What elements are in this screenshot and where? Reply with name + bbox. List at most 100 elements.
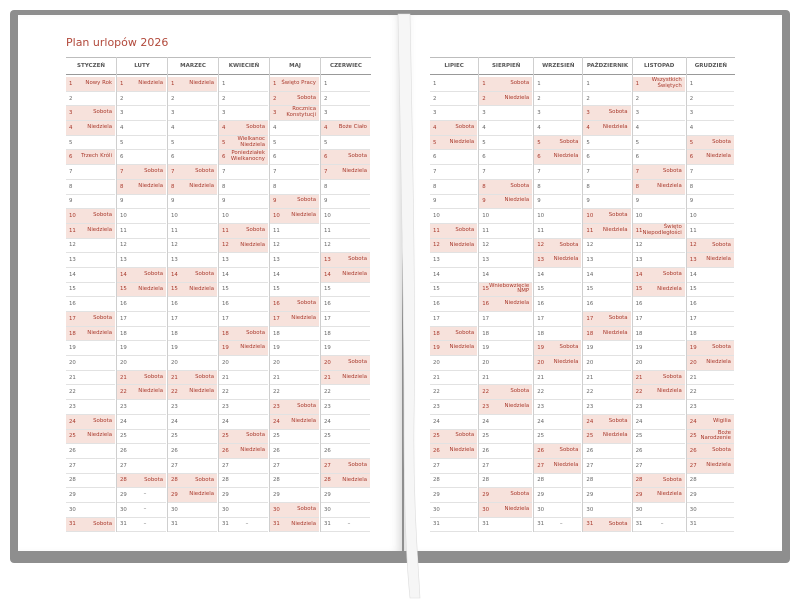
day-cell[interactable]: 6 — [117, 150, 166, 166]
day-cell[interactable]: 29 – — [117, 488, 166, 503]
day-cell[interactable]: 1 Święto Pracy — [270, 77, 319, 92]
day-cell[interactable]: 26 Niedziela — [430, 444, 478, 459]
day-cell[interactable]: 8 — [270, 180, 319, 195]
day-cell[interactable]: 2 — [219, 92, 268, 107]
day-cell[interactable]: 26 — [66, 444, 115, 459]
day-cell[interactable]: 13 — [270, 253, 319, 268]
day-cell[interactable]: 9 — [534, 195, 582, 210]
day-cell[interactable]: 23 Niedziela — [479, 400, 533, 415]
day-cell[interactable]: 2 — [66, 92, 115, 107]
day-cell[interactable]: 18 — [321, 327, 370, 342]
day-cell[interactable]: 31 – — [534, 518, 582, 533]
day-cell[interactable]: 22 — [219, 385, 268, 401]
day-cell[interactable]: 6 — [270, 150, 319, 166]
day-cell[interactable]: 14 Niedziela — [321, 267, 370, 283]
day-cell[interactable]: 7 — [219, 165, 268, 180]
day-cell[interactable]: 25 — [117, 430, 166, 445]
day-cell[interactable]: 14 — [479, 268, 533, 283]
day-cell[interactable]: 31 – — [117, 518, 166, 533]
day-cell[interactable]: 8 — [321, 180, 370, 195]
day-cell[interactable]: 29 — [534, 488, 582, 503]
day-cell[interactable]: 24 Sobota — [66, 414, 115, 430]
day-cell[interactable]: 5 — [632, 136, 685, 151]
day-cell[interactable]: 17 — [117, 312, 166, 327]
day-cell[interactable]: 14 Sobota — [632, 267, 685, 283]
day-cell[interactable]: 3 — [686, 106, 734, 122]
day-cell[interactable]: 23 — [219, 400, 268, 415]
day-cell[interactable]: 28 Niedziela — [321, 473, 370, 489]
day-cell[interactable]: 2 Niedziela — [479, 91, 533, 107]
day-cell[interactable]: 22 — [430, 385, 478, 401]
day-cell[interactable]: 25 — [534, 430, 582, 445]
day-cell[interactable]: 24 — [479, 415, 533, 430]
day-cell[interactable]: 19 — [168, 341, 217, 357]
day-cell[interactable]: 19 Sobota — [534, 341, 582, 357]
day-cell[interactable]: 21 Sobota — [632, 370, 685, 386]
day-cell[interactable]: 11 Niedziela — [66, 223, 115, 239]
day-cell[interactable]: 26 Niedziela — [219, 444, 268, 459]
day-cell[interactable]: 21 — [66, 371, 115, 386]
day-cell[interactable]: 31 – — [321, 518, 370, 533]
day-cell[interactable]: 10 — [479, 209, 533, 224]
day-cell[interactable]: 9 — [66, 195, 115, 210]
day-cell[interactable]: 16 Sobota — [270, 297, 319, 312]
day-cell[interactable]: 26 Sobota — [534, 444, 582, 459]
day-cell[interactable]: 29 — [66, 488, 115, 503]
day-cell[interactable]: 17 — [479, 312, 533, 327]
day-cell[interactable]: 25 — [479, 430, 533, 445]
day-cell[interactable]: 19 Niedziela — [430, 341, 478, 357]
day-cell[interactable]: 22 — [270, 385, 319, 401]
day-cell[interactable]: 5 Sobota — [534, 135, 582, 151]
day-cell[interactable]: 17 — [168, 312, 217, 327]
day-cell[interactable]: 5 Sobota — [686, 135, 734, 151]
day-cell[interactable]: 4 — [534, 121, 582, 136]
day-cell[interactable]: 7 — [270, 165, 319, 180]
day-cell[interactable]: 30 — [686, 503, 734, 518]
day-cell[interactable]: 30 — [219, 503, 268, 518]
day-cell[interactable]: 23 Sobota — [270, 400, 319, 415]
day-cell[interactable]: 12 — [270, 239, 319, 254]
day-cell[interactable]: 3 Sobota — [583, 106, 631, 122]
day-cell[interactable]: 13 — [583, 253, 631, 268]
day-cell[interactable]: 21 Sobota — [168, 370, 217, 386]
day-cell[interactable]: 25 — [168, 430, 217, 445]
day-cell[interactable]: 9 — [583, 195, 631, 210]
day-cell[interactable]: 27 — [479, 459, 533, 474]
day-cell[interactable]: 13 Sobota — [321, 253, 370, 268]
day-cell[interactable]: 28 — [686, 474, 734, 489]
day-cell[interactable]: 4 — [117, 121, 166, 136]
day-cell[interactable]: 20 — [430, 356, 478, 371]
day-cell[interactable]: 1 — [219, 77, 268, 92]
day-cell[interactable]: 25 — [632, 430, 685, 445]
day-cell[interactable]: 14 Sobota — [117, 267, 166, 283]
day-cell[interactable]: 31 — [479, 518, 533, 533]
day-cell[interactable]: 5 — [117, 136, 166, 151]
day-cell[interactable]: 12 — [117, 239, 166, 254]
day-cell[interactable]: 25 Sobota — [219, 429, 268, 445]
day-cell[interactable]: 15 — [270, 283, 319, 298]
day-cell[interactable]: 30 — [583, 503, 631, 518]
day-cell[interactable]: 24 — [430, 415, 478, 430]
day-cell[interactable]: 14 — [270, 268, 319, 283]
day-cell[interactable]: 1 Nowy Rok — [66, 77, 115, 92]
day-cell[interactable]: 17 — [632, 312, 685, 327]
day-cell[interactable]: 7 Sobota — [632, 165, 685, 180]
day-cell[interactable]: 19 — [66, 341, 115, 357]
day-cell[interactable]: 25 Boże Narodzenie — [686, 429, 734, 445]
day-cell[interactable]: 6 Niedziela — [686, 150, 734, 166]
day-cell[interactable]: 25 Niedziela — [583, 429, 631, 445]
day-cell[interactable]: 20 — [583, 356, 631, 371]
day-cell[interactable]: 13 — [430, 253, 478, 268]
day-cell[interactable]: 27 Sobota — [321, 458, 370, 474]
day-cell[interactable]: 26 — [583, 444, 631, 459]
day-cell[interactable]: 10 — [168, 209, 217, 224]
day-cell[interactable]: 23 — [686, 400, 734, 415]
day-cell[interactable]: 6 Sobota — [321, 150, 370, 166]
day-cell[interactable]: 27 — [270, 459, 319, 474]
day-cell[interactable]: 30 Sobota — [270, 502, 319, 518]
day-cell[interactable]: 20 — [219, 356, 268, 371]
day-cell[interactable]: 29 Niedziela — [168, 488, 217, 503]
day-cell[interactable]: 15 — [430, 283, 478, 298]
day-cell[interactable]: 26 — [479, 444, 533, 459]
day-cell[interactable]: 2 — [583, 92, 631, 107]
